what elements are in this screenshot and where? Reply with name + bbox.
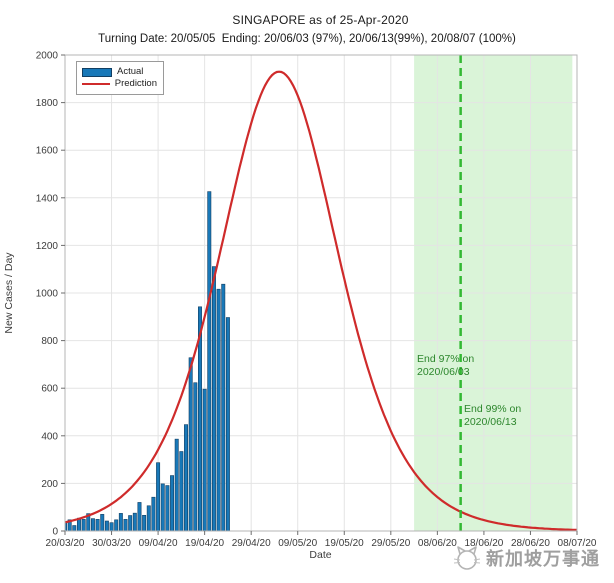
annotation-end-99-line1: End 99% on bbox=[464, 403, 522, 415]
svg-text:08/07/20: 08/07/20 bbox=[558, 538, 597, 549]
legend-box: Actual Prediction bbox=[76, 61, 164, 95]
svg-text:30/03/20: 30/03/20 bbox=[92, 538, 131, 549]
svg-text:29/05/20: 29/05/20 bbox=[371, 538, 410, 549]
chart-subtitle: Turning Date: 20/05/05 Ending: 20/06/03 … bbox=[98, 33, 516, 45]
legend-actual-label: Actual bbox=[117, 66, 144, 77]
cat-logo-icon bbox=[453, 546, 481, 570]
svg-text:09/04/20: 09/04/20 bbox=[139, 538, 178, 549]
svg-text:1800: 1800 bbox=[36, 98, 59, 109]
chart-title: SINGAPORE as of 25-Apr-2020 bbox=[232, 13, 409, 27]
svg-text:28/06/20: 28/06/20 bbox=[511, 538, 550, 549]
prediction-curve bbox=[64, 70, 577, 531]
legend-prediction-label: Prediction bbox=[114, 78, 157, 89]
watermark-text: 新加坡万事通 bbox=[486, 549, 600, 569]
grid-lines bbox=[64, 54, 578, 532]
svg-text:29/04/20: 29/04/20 bbox=[232, 538, 271, 549]
x-axis-label: Date bbox=[309, 549, 332, 561]
svg-text:2000: 2000 bbox=[36, 51, 59, 62]
annotation-end-97-line2: 2020/06/03 bbox=[417, 366, 470, 378]
svg-text:400: 400 bbox=[41, 431, 58, 442]
x-axis-ticks: 20/03/20 30/03/20 09/04/20 19/04/20 29/04/20… bbox=[46, 531, 597, 549]
svg-text:200: 200 bbox=[41, 479, 58, 490]
svg-text:20/03/20: 20/03/20 bbox=[46, 538, 85, 549]
legend-item-actual: Actual bbox=[82, 66, 157, 78]
svg-text:19/05/20: 19/05/20 bbox=[325, 538, 364, 549]
annotation-end-99: End 99% on 2020/06/13 bbox=[464, 403, 521, 429]
watermark: 新加坡万事通 bbox=[452, 543, 600, 573]
y-axis-label: New Cases / Day bbox=[3, 252, 15, 334]
svg-text:800: 800 bbox=[41, 336, 58, 347]
svg-text:19/04/20: 19/04/20 bbox=[185, 538, 224, 549]
annotation-end-97: End 97% on 2020/06/03 bbox=[417, 353, 474, 379]
legend-item-prediction: Prediction bbox=[82, 78, 157, 90]
svg-text:1400: 1400 bbox=[36, 193, 59, 204]
annotation-end-99-line2: 2020/06/13 bbox=[464, 416, 517, 428]
svg-text:18/06/20: 18/06/20 bbox=[464, 538, 503, 549]
prediction-line-swatch bbox=[82, 83, 110, 85]
svg-text:1200: 1200 bbox=[36, 241, 59, 252]
svg-text:600: 600 bbox=[41, 384, 58, 395]
actual-bar-swatch bbox=[82, 67, 112, 77]
svg-text:1000: 1000 bbox=[36, 289, 59, 300]
svg-text:08/06/20: 08/06/20 bbox=[418, 538, 457, 549]
svg-text:1600: 1600 bbox=[36, 146, 59, 157]
actual-bars bbox=[65, 191, 230, 531]
annotation-end-97-line1: End 97% on bbox=[417, 353, 475, 365]
svg-text:09/05/20: 09/05/20 bbox=[278, 538, 317, 549]
y-axis-ticks: 0 200 400 600 800 1000 1200 1400 1600 1800 2000 bbox=[36, 51, 65, 538]
svg-text:0: 0 bbox=[52, 527, 58, 538]
